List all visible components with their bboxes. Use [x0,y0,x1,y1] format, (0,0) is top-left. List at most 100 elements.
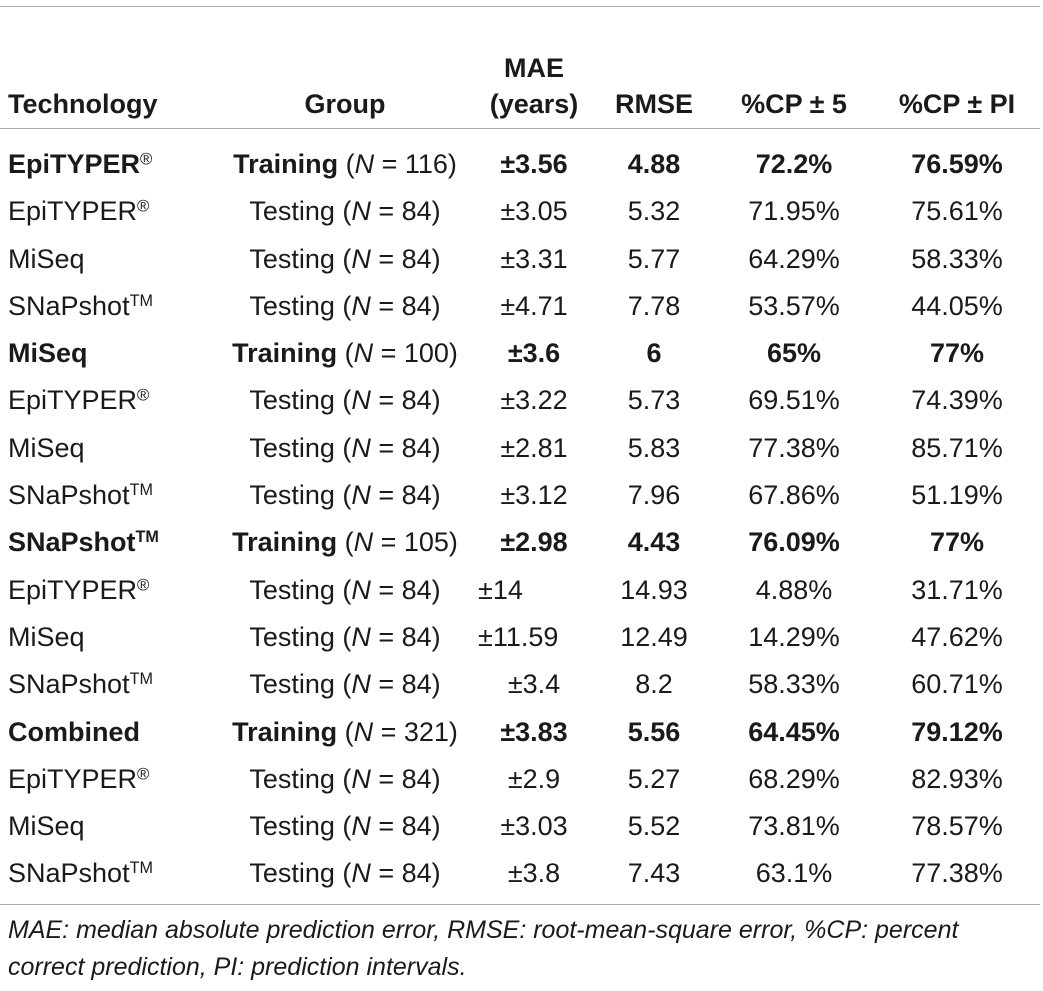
group-size: (N = 84) [335,432,441,463]
cell-technology: Combined [0,709,216,756]
cell-rmse: 5.73 [627,385,681,416]
group-size-var: N [351,385,371,416]
technology-mark: ® [140,149,153,169]
group-label: Testing [249,669,335,700]
group-label: Testing [249,858,335,889]
cell-group: Training (N = 100) [216,330,474,377]
group-size-open: ( [334,763,352,794]
technology-name: SNaPshot [8,290,130,321]
table-row: EpiTYPER® Testing (N = 84) ±3.05 5.32 71.95%… [0,188,1040,235]
cell-cp5: 69.51% [748,385,840,416]
table-footnote: MAE: median absolute prediction error, R… [8,916,959,981]
cell-mae: ±14 [478,574,523,605]
technology-mark: TM [129,481,153,500]
group-size: (N = 84) [335,858,441,889]
group-size-value: = 84) [370,621,441,652]
cell-cppi: 79.12% [911,716,1003,747]
group-size-value: = 84) [370,669,441,700]
cell-rmse: 4.43 [627,527,681,558]
technology-name: SNaPshot [8,480,130,511]
header-group: Group [304,89,386,119]
group-size: (N = 100) [337,338,458,368]
group-size: (N = 84) [334,385,440,416]
cell-cppi: 74.39% [911,385,1003,416]
header-row: Technology Group MAE (years) RMSE %CP ± … [0,22,1040,124]
group-size-value: = 84) [370,574,441,605]
header-cppi: %CP ± PI [898,89,1016,119]
table-row: SNaPshotTM Testing (N = 84) ±3.8 7.43 63.1% 7… [0,850,1040,897]
group-size-value: = 84) [370,432,441,463]
cell-cppi: 76.59% [911,149,1003,179]
technology-name: SNaPshot [8,858,130,889]
cell-cp5: 14.29% [748,621,840,652]
group-size-open: ( [334,811,352,842]
cell-rmse: 8.2 [635,669,673,700]
group-size-var: N [353,716,374,747]
group-size: (N = 84) [335,669,441,700]
cell-group: Testing (N = 84) [216,283,474,330]
cell-technology: EpiTYPER® [0,377,216,424]
technology-mark: ® [137,386,150,406]
cell-technology: SNaPshotTM [0,472,216,519]
group-size: (N = 84) [334,763,440,794]
group-size: (N = 116) [338,149,457,179]
table-row: MiSeq Testing (N = 84) ±11.59 12.49 14.29% 47… [0,614,1040,661]
group-size-var: N [351,621,371,652]
technology-name: MiSeq [8,432,85,463]
group-size: (N = 84) [334,574,441,605]
cell-group: Testing (N = 84) [216,661,474,708]
cell-technology: EpiTYPER® [0,567,216,614]
group-size-open: ( [334,385,352,416]
group-size-open: ( [337,527,354,558]
cell-rmse: 7.43 [627,858,681,889]
cell-cp5: 76.09% [748,527,840,558]
header-mae: MAE (years) [474,22,594,124]
cell-mae: ±4.71 [500,290,568,321]
group-size-value: = 116) [374,149,457,179]
technology-name: Combined [8,716,140,747]
technology-name: EpiTYPER [8,196,138,227]
cell-technology: EpiTYPER® [0,756,216,803]
cell-cppi: 77% [929,527,985,558]
cell-cp5: 67.86% [748,480,840,511]
group-size: (N = 84) [334,811,440,842]
group-label: Testing [249,811,335,842]
cell-cp5: 58.33% [748,669,840,700]
group-size: (N = 321) [337,717,458,747]
table-body: EpiTYPER® Training (N = 116) ±3.56 4.88 72.2… [0,124,1040,898]
group-label: Testing [249,432,335,463]
bottom-rule [0,904,1040,905]
table-row: MiSeq Testing (N = 84) ±3.03 5.52 73.81% 78.5… [0,803,1040,850]
technology-mark: TM [129,670,153,689]
cell-technology: MiSeq [0,330,216,377]
group-size-open: ( [334,290,352,321]
technology-mark: ® [137,575,150,595]
cell-technology: MiSeq [0,425,216,472]
cell-cp5: 65% [766,338,822,369]
cell-rmse: 5.32 [627,196,681,227]
group-size-open: ( [337,716,354,747]
group-label: Training [232,338,338,369]
cell-cppi: 60.71% [911,669,1003,700]
cell-group: Testing (N = 84) [216,236,474,283]
cell-cppi: 58.33% [911,243,1003,274]
group-label: Testing [249,196,335,227]
cell-cppi: 44.05% [911,290,1003,321]
group-size-value: = 84) [370,858,441,889]
table-row: SNaPshotTM Testing (N = 84) ±3.12 7.96 67.86… [0,472,1040,519]
group-size-value: = 100) [373,338,458,369]
group-size: (N = 84) [334,290,440,321]
results-table: Technology Group MAE (years) RMSE %CP ± … [0,22,1040,898]
cell-technology: MiSeq [0,236,216,283]
group-size: (N = 84) [335,196,440,226]
technology-mark: ® [137,764,150,784]
cell-mae: ±3.22 [500,385,568,416]
group-label: Testing [249,763,335,794]
cell-cp5: 53.57% [748,290,840,321]
group-size-value: = 84) [370,243,441,274]
cell-rmse: 14.93 [620,574,688,605]
table-row: MiSeq Testing (N = 84) ±3.31 5.77 64.29% 58.3… [0,236,1040,283]
group-size-open: ( [334,574,352,605]
technology-name: MiSeq [8,811,85,842]
cell-technology: MiSeq [0,614,216,661]
